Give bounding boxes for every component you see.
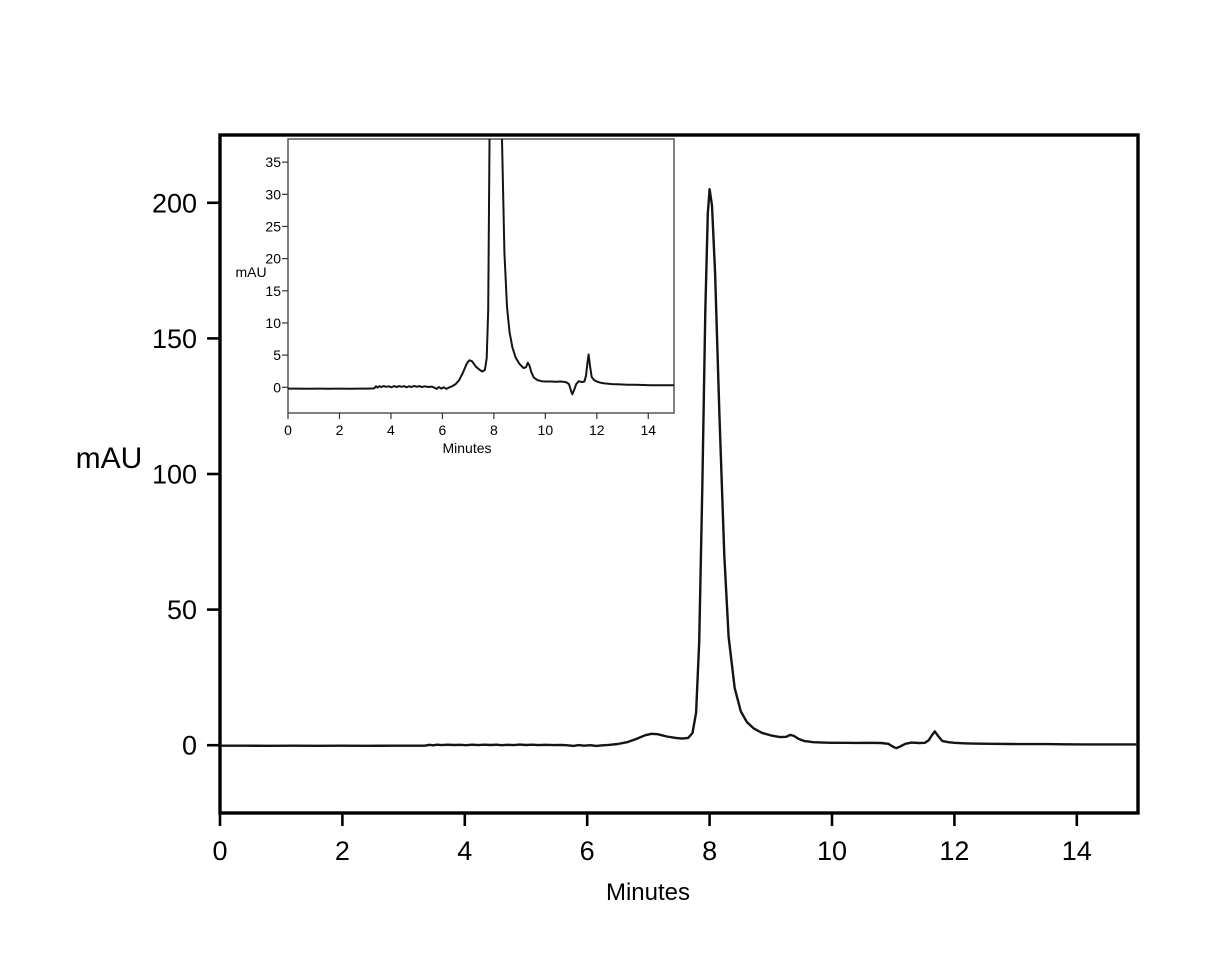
- y-axis-tick-label: 100: [152, 460, 197, 490]
- x-axis-tick-label: 6: [580, 836, 595, 866]
- y-axis-tick-label: 150: [152, 324, 197, 354]
- x-axis-tick-label: 0: [212, 836, 227, 866]
- x-axis-tick-label: 10: [817, 836, 847, 866]
- x-axis-tick-label: 8: [702, 836, 717, 866]
- y-axis-tick-label: 15: [265, 283, 281, 299]
- x-axis-tick-label: 12: [939, 836, 969, 866]
- main-y-axis-title: mAU: [76, 442, 143, 475]
- y-axis-tick-label: 5: [273, 347, 281, 363]
- y-axis-tick-label: 30: [265, 186, 281, 202]
- x-axis-tick-label: 8: [490, 422, 498, 438]
- x-axis-tick-label: 6: [439, 422, 447, 438]
- x-axis-tick-label: 14: [1062, 836, 1092, 866]
- y-axis-tick-label: 0: [273, 379, 281, 395]
- y-axis-tick-label: 0: [182, 731, 197, 761]
- x-axis-tick-label: 0: [284, 422, 292, 438]
- x-axis-tick-label: 4: [457, 836, 472, 866]
- x-axis-tick-label: 2: [335, 836, 350, 866]
- chromatogram-trace-line: [220, 187, 1138, 750]
- x-axis-tick-label: 12: [589, 422, 605, 438]
- y-axis-tick-label: 50: [167, 595, 197, 625]
- y-axis-tick-label: 35: [265, 154, 281, 170]
- inset-y-axis-title: mAU: [235, 264, 266, 280]
- y-axis-tick-label: 200: [152, 188, 197, 218]
- x-axis-tick-label: 10: [538, 422, 554, 438]
- plot-frame: [287, 138, 675, 414]
- inset-zoom-plot: 0 2 4 6 8 10 12 14 0 5 10 15 20 25 30 35: [265, 138, 675, 438]
- main-x-axis-title: Minutes: [606, 879, 690, 906]
- y-axis-tick-label: 25: [265, 218, 281, 234]
- x-axis-tick-label: 4: [387, 422, 395, 438]
- x-axis-tick-label: 2: [336, 422, 344, 438]
- y-axis-tick-label: 10: [265, 315, 281, 331]
- inset-x-axis-title: Minutes: [442, 440, 491, 456]
- x-axis-tick-label: 14: [640, 422, 656, 438]
- y-axis-tick-label: 20: [265, 251, 281, 267]
- chromatogram-trace-line: [288, 139, 674, 396]
